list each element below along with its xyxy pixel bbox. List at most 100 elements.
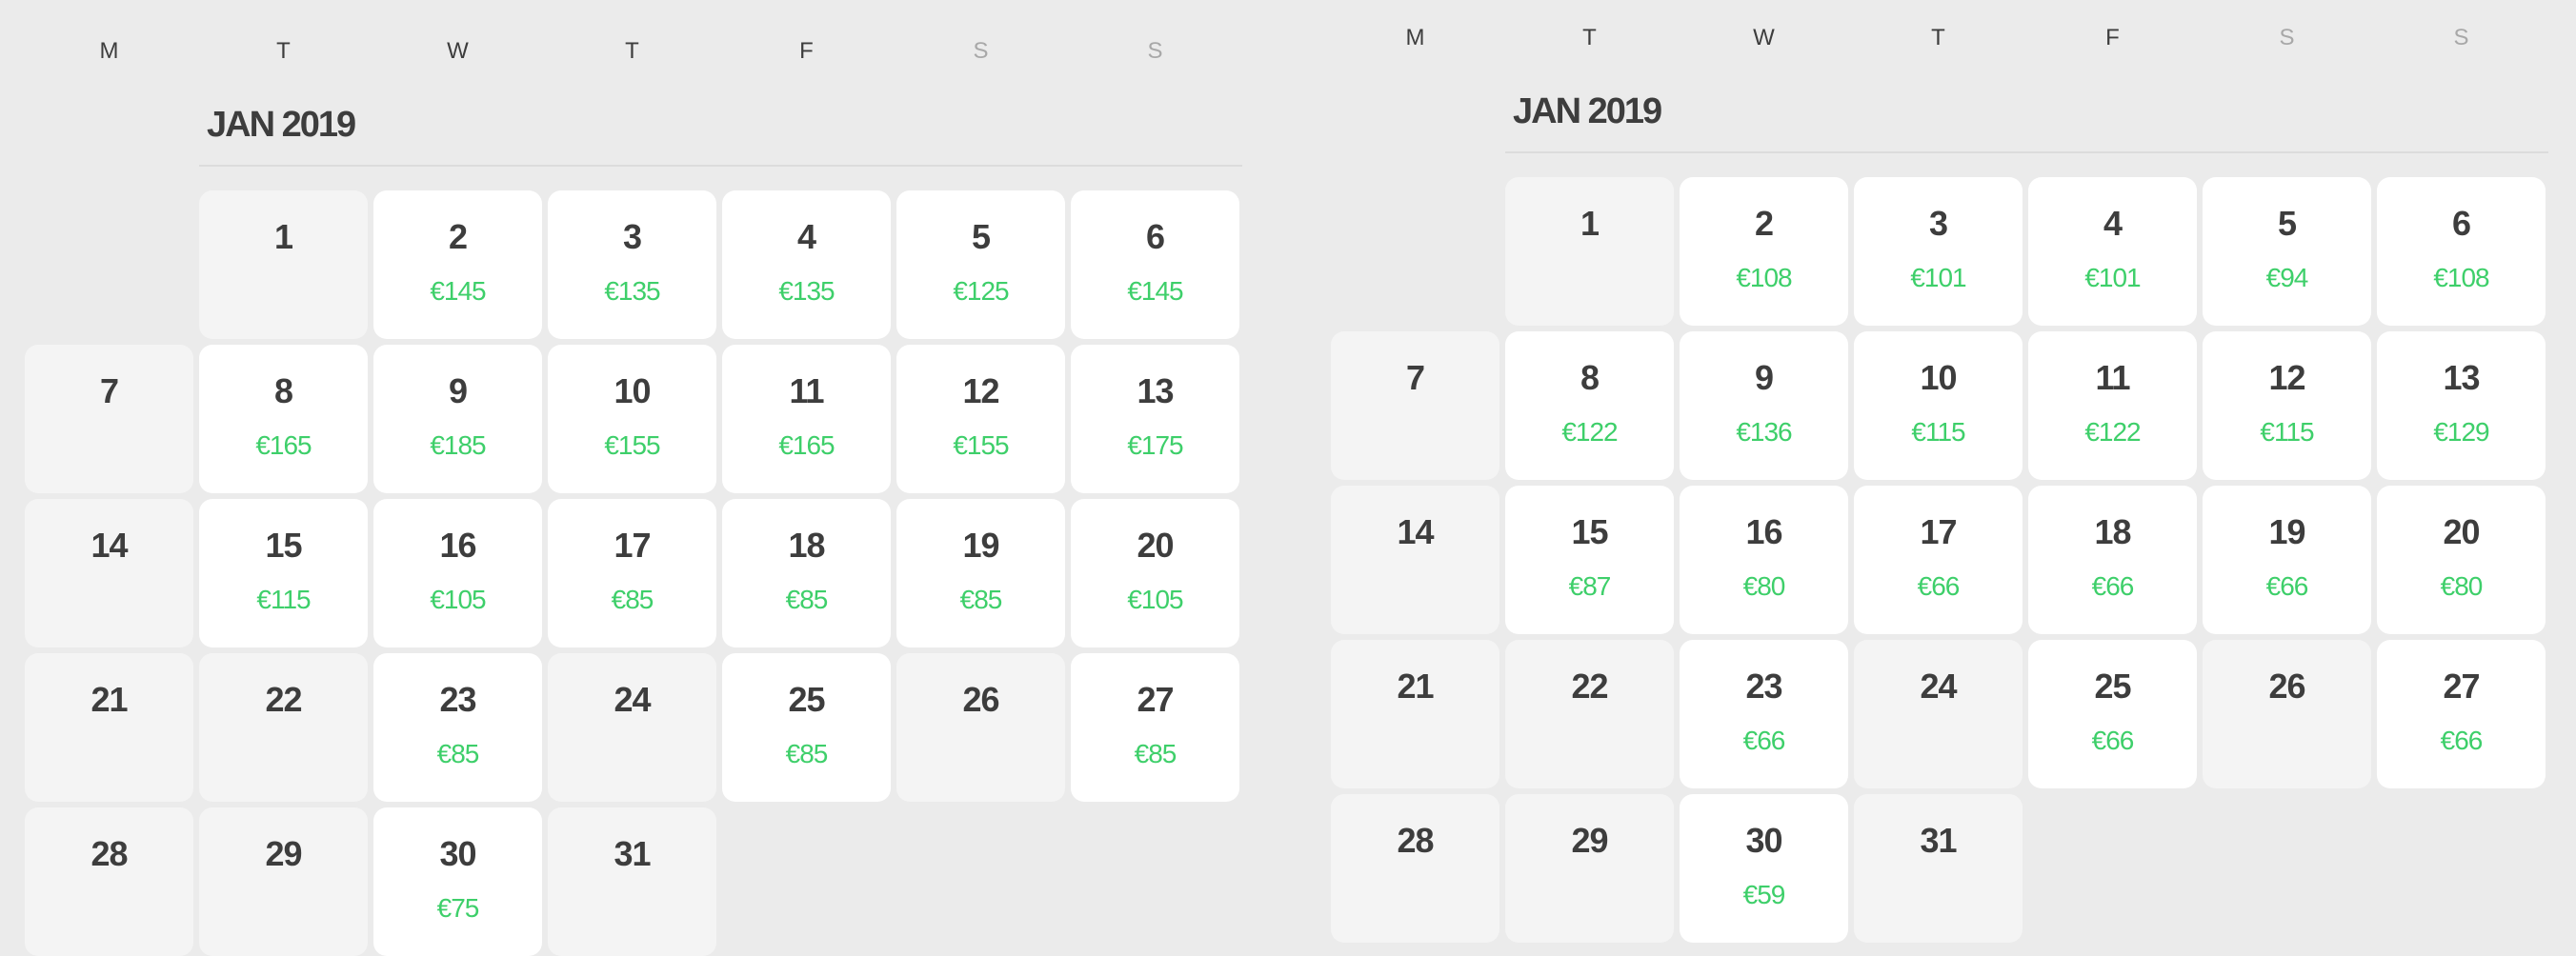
- day-price: €108: [1736, 263, 1792, 292]
- day-cell-available[interactable]: 16 €80: [1680, 486, 1848, 634]
- day-cell-available[interactable]: 27 €85: [1071, 653, 1239, 802]
- day-cell-available[interactable]: 12 €155: [896, 345, 1065, 493]
- day-cell-available[interactable]: 9 €136: [1680, 331, 1848, 480]
- day-cell-available[interactable]: 27 €66: [2377, 640, 2546, 788]
- day-cell-available[interactable]: 11 €122: [2028, 331, 2197, 480]
- weekday-label: M: [99, 38, 119, 64]
- day-number: 7: [1405, 358, 1425, 397]
- day-grid: 1 2 €145 3 €135 4 €135 5 €125 6 €145 7 8 €165 9 €185 10 €…: [25, 190, 1239, 956]
- weekday-label: F: [2105, 25, 2120, 50]
- day-cell-available[interactable]: 15 €115: [199, 499, 368, 647]
- day-cell-available[interactable]: 23 €66: [1680, 640, 1848, 788]
- weekday-label: T: [276, 38, 291, 64]
- day-cell-available[interactable]: 8 €122: [1505, 331, 1674, 480]
- day-price: €66: [2091, 726, 2135, 755]
- day-cell-available[interactable]: 17 €66: [1854, 486, 2023, 634]
- day-cell-available[interactable]: 13 €175: [1071, 345, 1239, 493]
- day-number: 15: [1571, 512, 1608, 551]
- day-cell-available[interactable]: 19 €66: [2203, 486, 2371, 634]
- day-number: 12: [962, 371, 999, 410]
- day-price: €122: [2084, 417, 2141, 447]
- day-cell-available[interactable]: 8 €165: [199, 345, 368, 493]
- day-number: 27: [1137, 680, 1174, 719]
- day-cell-available[interactable]: 20 €80: [2377, 486, 2546, 634]
- day-cell-available[interactable]: 11 €165: [722, 345, 891, 493]
- day-cell-available[interactable]: 25 €85: [722, 653, 891, 802]
- day-cell-available[interactable]: 2 €108: [1680, 177, 1848, 326]
- day-price: €85: [959, 585, 1003, 614]
- day-cell-available[interactable]: 10 €115: [1854, 331, 2023, 480]
- day-cell-available[interactable]: 6 €145: [1071, 190, 1239, 339]
- day-number: 23: [1745, 667, 1782, 706]
- day-cell-available[interactable]: 9 €185: [373, 345, 542, 493]
- day-cell-available[interactable]: 3 €101: [1854, 177, 2023, 326]
- day-grid: 1 2 €108 3 €101 4 €101 5 €94 6 €108 7 8 €122 9 €136 10 €1…: [1331, 177, 2546, 943]
- weekday-label: T: [1582, 25, 1597, 50]
- day-number: 18: [788, 526, 825, 565]
- day-cell-available[interactable]: 4 €135: [722, 190, 891, 339]
- day-price: €165: [255, 430, 312, 460]
- day-cell-available[interactable]: 5 €94: [2203, 177, 2371, 326]
- day-price: €80: [2440, 571, 2484, 601]
- day-number: 6: [2451, 204, 2471, 243]
- day-price: €101: [1910, 263, 1966, 292]
- day-number: 20: [1137, 526, 1174, 565]
- day-number: 28: [1397, 821, 1434, 860]
- day-cell-available[interactable]: 17 €85: [548, 499, 716, 647]
- day-number: 16: [439, 526, 476, 565]
- weekday-label: W: [447, 38, 469, 64]
- day-number: 15: [265, 526, 302, 565]
- day-cell-available[interactable]: 18 €85: [722, 499, 891, 647]
- day-cell-available[interactable]: 5 €125: [896, 190, 1065, 339]
- day-number: 27: [2443, 667, 2480, 706]
- day-price: €66: [2440, 726, 2484, 755]
- day-number: 28: [91, 834, 128, 873]
- day-cell-available[interactable]: 18 €66: [2028, 486, 2197, 634]
- day-number: 1: [273, 217, 293, 256]
- day-cell-available[interactable]: 25 €66: [2028, 640, 2197, 788]
- day-cell-available[interactable]: 19 €85: [896, 499, 1065, 647]
- day-cell-unavailable: 21: [1331, 640, 1499, 788]
- day-number: 19: [2268, 512, 2305, 551]
- day-price: €85: [611, 585, 654, 614]
- day-cell-available[interactable]: 30 €75: [373, 807, 542, 956]
- day-cell-available[interactable]: 10 €155: [548, 345, 716, 493]
- day-price: €105: [430, 585, 486, 614]
- day-cell-available[interactable]: 20 €105: [1071, 499, 1239, 647]
- day-number: 29: [265, 834, 302, 873]
- day-number: 11: [2095, 358, 2130, 397]
- day-number: 4: [796, 217, 816, 256]
- day-number: 4: [2103, 204, 2123, 243]
- day-number: 14: [1397, 512, 1434, 551]
- day-cell-available[interactable]: 12 €115: [2203, 331, 2371, 480]
- day-cell-available[interactable]: 23 €85: [373, 653, 542, 802]
- weekday-label: T: [1931, 25, 1945, 50]
- day-cell-available[interactable]: 30 €59: [1680, 794, 1848, 943]
- day-number: 31: [614, 834, 651, 873]
- day-cell-available[interactable]: 16 €105: [373, 499, 542, 647]
- day-number: 22: [265, 680, 302, 719]
- day-cell-available[interactable]: 4 €101: [2028, 177, 2197, 326]
- day-cell-unavailable: 31: [1854, 794, 2023, 943]
- day-cell-available[interactable]: 2 €145: [373, 190, 542, 339]
- day-number: 21: [1397, 667, 1434, 706]
- day-cell-available[interactable]: 3 €135: [548, 190, 716, 339]
- day-price: €85: [785, 585, 829, 614]
- day-price: €94: [2265, 263, 2309, 292]
- day-cell-available[interactable]: 15 €87: [1505, 486, 1674, 634]
- day-number: 2: [448, 217, 468, 256]
- day-number: 9: [448, 371, 468, 410]
- weekday-label: S: [973, 38, 989, 64]
- day-price: €185: [430, 430, 486, 460]
- weekday-label: W: [1753, 25, 1775, 50]
- day-number: 6: [1145, 217, 1165, 256]
- day-price: €66: [2091, 571, 2135, 601]
- day-cell-available[interactable]: 6 €108: [2377, 177, 2546, 326]
- day-price: €85: [785, 739, 829, 768]
- day-cell-available[interactable]: 13 €129: [2377, 331, 2546, 480]
- day-price: €59: [1742, 880, 1786, 909]
- day-number: 30: [1745, 821, 1782, 860]
- day-cell-unavailable: 22: [1505, 640, 1674, 788]
- day-price: €175: [1127, 430, 1183, 460]
